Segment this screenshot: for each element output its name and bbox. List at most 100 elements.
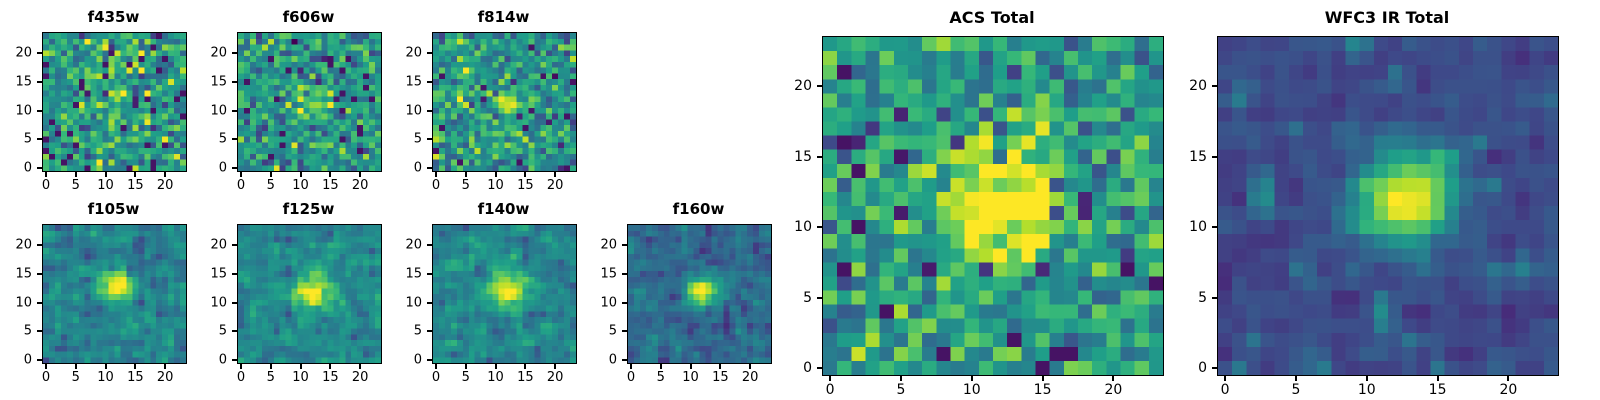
x-tick-label-f140w: 10 (487, 370, 504, 385)
y-tick-f435w (37, 52, 42, 55)
y-tick-label-f105w: 20 (15, 237, 32, 253)
x-tick-f140w (554, 364, 557, 369)
y-tick-label-f140w: 0 (413, 352, 422, 368)
x-tick-f814w (554, 172, 557, 177)
x-tick-f140w (524, 364, 527, 369)
x-tick-f160w (629, 364, 632, 369)
y-tick-f125w (232, 359, 237, 362)
x-tick-label-acs_total: 15 (1033, 382, 1052, 398)
x-tick-label-f105w: 5 (71, 370, 80, 385)
x-tick-f814w (434, 172, 437, 177)
y-tick-f814w (427, 52, 432, 55)
y-tick-f814w (427, 80, 432, 83)
x-tick-f606w (269, 172, 272, 177)
y-tick-label-acs_total: 10 (794, 219, 812, 236)
x-tick-label-f814w: 10 (487, 178, 504, 193)
y-tick-f435w (37, 138, 42, 141)
x-tick-f814w (464, 172, 467, 177)
y-tick-f125w (232, 244, 237, 247)
x-tick-f435w (74, 172, 77, 177)
x-tick-label-f606w: 15 (322, 178, 339, 193)
y-tick-f814w (427, 167, 432, 170)
heatmap-f435w (42, 32, 187, 172)
x-tick-label-f105w: 10 (97, 370, 114, 385)
panel-title-f105w: f105w (87, 200, 140, 218)
y-tick-f105w (37, 272, 42, 275)
y-tick-f105w (37, 330, 42, 333)
x-tick-label-f160w: 0 (626, 370, 636, 385)
x-tick-f814w (494, 172, 497, 177)
y-tick-label-acs_total: 20 (794, 78, 812, 95)
x-tick-f606w (299, 172, 302, 177)
y-tick-label-f125w: 0 (218, 352, 227, 368)
x-tick-wfc3_total (1507, 376, 1510, 381)
y-tick-wfc3_total (1212, 366, 1217, 369)
x-tick-label-wfc3_total: 5 (1291, 382, 1301, 398)
x-tick-f160w (689, 364, 692, 369)
x-tick-label-f105w: 0 (41, 370, 51, 385)
x-tick-f606w (359, 172, 362, 177)
x-tick-f606w (329, 172, 332, 177)
y-tick-label-f606w: 15 (210, 74, 227, 90)
x-tick-f435w (164, 172, 167, 177)
heatmap-f814w (432, 32, 577, 172)
x-tick-label-f125w: 15 (322, 370, 339, 385)
panel-title-f435w: f435w (87, 8, 140, 26)
y-tick-label-f105w: 5 (23, 323, 32, 339)
y-tick-label-f814w: 20 (405, 45, 422, 61)
x-tick-label-f435w: 0 (41, 178, 51, 193)
y-tick-f814w (427, 138, 432, 141)
y-tick-label-f606w: 10 (210, 103, 227, 119)
x-tick-label-f814w: 0 (431, 178, 441, 193)
x-tick-label-f140w: 15 (517, 370, 534, 385)
x-tick-acs_total (970, 376, 973, 381)
x-tick-label-acs_total: 0 (825, 382, 835, 398)
y-tick-f435w (37, 80, 42, 83)
y-tick-label-wfc3_total: 5 (1198, 289, 1207, 306)
y-tick-label-f435w: 5 (23, 131, 32, 147)
panel-title-wfc3_total: WFC3 IR Total (1324, 8, 1450, 27)
x-tick-f160w (749, 364, 752, 369)
x-tick-f160w (659, 364, 662, 369)
x-tick-label-f160w: 10 (682, 370, 699, 385)
x-tick-label-f814w: 5 (461, 178, 470, 193)
y-tick-label-f105w: 0 (23, 352, 32, 368)
y-tick-f140w (427, 244, 432, 247)
x-tick-label-wfc3_total: 20 (1499, 382, 1518, 398)
y-tick-label-f814w: 15 (405, 74, 422, 90)
x-tick-acs_total (829, 376, 832, 381)
y-tick-label-f814w: 0 (413, 160, 422, 176)
x-tick-f105w (164, 364, 167, 369)
y-tick-label-f606w: 0 (218, 160, 227, 176)
y-tick-wfc3_total (1212, 85, 1217, 88)
x-tick-f125w (269, 364, 272, 369)
x-tick-wfc3_total (1436, 376, 1439, 381)
x-tick-acs_total (899, 376, 902, 381)
x-tick-label-acs_total: 5 (896, 382, 906, 398)
x-tick-label-f140w: 0 (431, 370, 441, 385)
y-tick-wfc3_total (1212, 226, 1217, 229)
x-tick-label-wfc3_total: 15 (1428, 382, 1447, 398)
y-tick-label-f435w: 10 (15, 103, 32, 119)
x-tick-label-f435w: 15 (127, 178, 144, 193)
y-tick-wfc3_total (1212, 296, 1217, 299)
x-tick-f125w (359, 364, 362, 369)
y-tick-label-f160w: 10 (600, 295, 617, 311)
y-tick-label-acs_total: 15 (794, 148, 812, 165)
x-tick-label-f435w: 10 (97, 178, 114, 193)
x-tick-f140w (494, 364, 497, 369)
y-tick-f435w (37, 109, 42, 112)
panel-title-f140w: f140w (477, 200, 530, 218)
x-tick-label-f606w: 5 (266, 178, 275, 193)
y-tick-label-f105w: 10 (15, 295, 32, 311)
y-tick-label-f140w: 15 (405, 266, 422, 282)
y-tick-label-f435w: 15 (15, 74, 32, 90)
y-tick-label-acs_total: 5 (803, 289, 812, 306)
x-tick-f125w (299, 364, 302, 369)
y-tick-label-f125w: 5 (218, 323, 227, 339)
x-tick-f105w (74, 364, 77, 369)
x-tick-label-wfc3_total: 10 (1357, 382, 1376, 398)
x-tick-label-f140w: 20 (546, 370, 564, 385)
x-tick-label-f125w: 20 (351, 370, 369, 385)
